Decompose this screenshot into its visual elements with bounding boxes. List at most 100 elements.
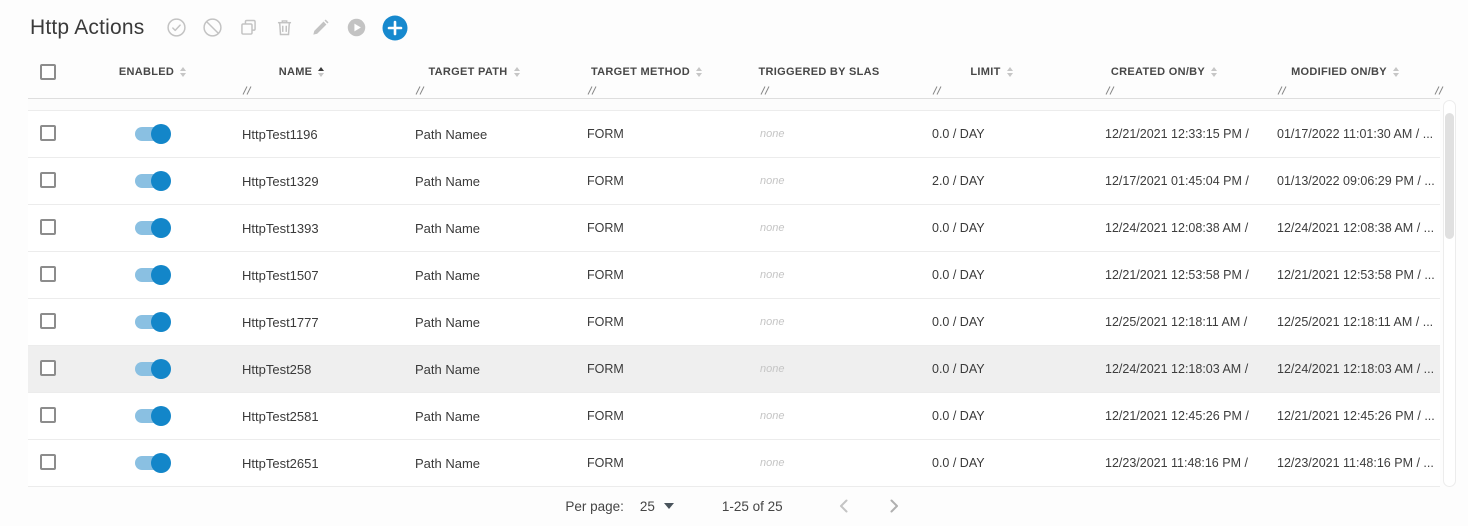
name-cell: HttpTest1329 (242, 173, 319, 189)
duplicate-icon[interactable] (238, 17, 259, 38)
enabled-toggle[interactable] (134, 453, 171, 473)
target-method-cell: FORM (587, 174, 624, 188)
target-path-cell: Path Name (415, 314, 481, 330)
sort-icon (180, 67, 187, 77)
column-header-enabled[interactable]: ENABLED (90, 46, 215, 98)
column-resize-handle[interactable] (1105, 86, 1115, 95)
add-button[interactable] (382, 15, 408, 41)
target-method-cell: FORM (587, 221, 624, 235)
target-path-cell: Path Name (415, 267, 481, 283)
modified-on-by-cell: 12/24/2021 12:18:03 AM / ... (1277, 362, 1435, 376)
limit-cell: 0.0 / DAY (932, 409, 985, 423)
column-header-limit[interactable]: LIMIT (905, 46, 1078, 98)
sort-icon (1392, 67, 1399, 77)
triggered-by-slas-cell: none (760, 222, 785, 234)
table-body: HttpTest1196 Path Namee FORM none 0.0 / … (28, 111, 1440, 487)
target-method-cell: FORM (587, 315, 624, 329)
created-on-by-cell: 12/21/2021 12:53:58 PM / ... (1105, 268, 1250, 282)
enabled-toggle[interactable] (134, 406, 171, 426)
next-page-button[interactable] (885, 497, 903, 515)
target-path-cell: Path Name (415, 361, 481, 377)
page-title: Http Actions (30, 15, 145, 39)
table-row[interactable]: HttpTest1196 Path Namee FORM none 0.0 / … (28, 111, 1440, 158)
row-checkbox[interactable] (40, 453, 56, 470)
column-resize-handle[interactable] (415, 86, 425, 95)
modified-on-by-cell: 01/17/2022 11:01:30 AM / ... (1277, 127, 1434, 141)
vertical-scrollbar-track[interactable] (1443, 100, 1456, 487)
row-checkbox[interactable] (40, 312, 56, 329)
enabled-toggle[interactable] (134, 124, 171, 144)
enabled-toggle[interactable] (134, 218, 171, 238)
sort-icon (513, 67, 520, 77)
table-row[interactable]: HttpTest1777 Path Name FORM none 0.0 / D… (28, 299, 1440, 346)
table-row[interactable]: HttpTest2581 Path Name FORM none 0.0 / D… (28, 393, 1440, 440)
table-row[interactable]: HttpTest1329 Path Name FORM none 2.0 / D… (28, 158, 1440, 205)
created-on-by-cell: 12/21/2021 12:45:26 PM / ... (1105, 409, 1250, 423)
column-header-triggered-by-slas[interactable]: TRIGGERED BY SLAS (733, 46, 905, 98)
row-checkbox[interactable] (40, 359, 56, 376)
enabled-toggle[interactable] (134, 171, 171, 191)
delete-icon[interactable] (274, 17, 295, 38)
modified-on-by-cell: 12/21/2021 12:45:26 PM / ... (1277, 409, 1435, 423)
row-checkbox[interactable] (40, 218, 56, 235)
target-path-cell: Path Namee (415, 126, 488, 142)
modified-on-by-cell: 12/23/2021 11:48:16 PM / ... (1277, 456, 1434, 470)
column-header-target-method[interactable]: TARGET METHOD (560, 46, 733, 98)
previous-page-button[interactable] (835, 497, 853, 515)
disable-icon[interactable] (202, 17, 223, 38)
limit-cell: 0.0 / DAY (932, 221, 985, 235)
per-page-label: Per page: (565, 498, 624, 514)
sort-icon (1006, 67, 1013, 77)
enable-icon[interactable] (166, 17, 187, 38)
row-checkbox[interactable] (40, 124, 56, 141)
column-resize-handle[interactable] (932, 86, 942, 95)
created-on-by-cell: 12/17/2021 01:45:04 PM / ... (1105, 174, 1250, 188)
toolbar (166, 15, 408, 41)
vertical-scrollbar-thumb[interactable] (1445, 113, 1454, 239)
http-actions-table: ENABLED NAME TARGET PATH TARGET METHOD T… (28, 46, 1444, 487)
pagination-range: 1-25 of 25 (721, 498, 783, 514)
per-page-value: 25 (639, 498, 655, 514)
row-checkbox[interactable] (40, 171, 56, 188)
modified-on-by-cell: 01/13/2022 09:06:29 PM / ... (1277, 174, 1435, 188)
table-row[interactable]: HttpTest1393 Path Name FORM none 0.0 / D… (28, 205, 1440, 252)
select-all-checkbox[interactable] (40, 64, 56, 80)
row-checkbox[interactable] (40, 406, 56, 423)
column-header-modified-on-by[interactable]: MODIFIED ON/BY (1250, 46, 1444, 98)
enabled-toggle[interactable] (134, 312, 171, 332)
pagination-bar: Per page: 25 1-25 of 25 (0, 487, 1468, 525)
per-page-dropdown[interactable]: 25 (640, 499, 674, 514)
created-on-by-cell: 12/24/2021 12:08:38 AM / ... (1105, 221, 1250, 235)
enabled-toggle[interactable] (134, 359, 171, 379)
target-path-cell: Path Name (415, 408, 481, 424)
target-method-cell: FORM (587, 362, 624, 376)
sort-icon (1211, 67, 1218, 77)
table-row[interactable]: HttpTest258 Path Name FORM none 0.0 / DA… (28, 346, 1440, 393)
title-bar: Http Actions (0, 0, 1468, 46)
run-icon[interactable] (346, 17, 367, 38)
name-cell: HttpTest1393 (242, 220, 319, 236)
column-resize-handle[interactable] (242, 86, 252, 95)
name-cell: HttpTest1777 (242, 314, 319, 330)
row-checkbox[interactable] (40, 265, 56, 282)
triggered-by-slas-cell: none (760, 457, 785, 469)
column-resize-handle[interactable] (587, 86, 597, 95)
limit-cell: 0.0 / DAY (932, 127, 985, 141)
column-resize-handle[interactable] (1434, 86, 1444, 95)
column-resize-handle[interactable] (1277, 86, 1287, 95)
edit-icon[interactable] (310, 17, 331, 38)
column-header-name[interactable]: NAME (215, 46, 388, 98)
table-row[interactable]: HttpTest2651 Path Name FORM none 0.0 / D… (28, 440, 1440, 487)
table-row[interactable]: HttpTest1507 Path Name FORM none 0.0 / D… (28, 252, 1440, 299)
triggered-by-slas-cell: none (760, 128, 785, 140)
triggered-by-slas-cell: none (760, 269, 785, 281)
column-resize-handle[interactable] (760, 86, 770, 95)
column-header-created-on-by[interactable]: CREATED ON/BY (1078, 46, 1250, 98)
name-cell: HttpTest258 (242, 361, 312, 377)
limit-cell: 0.0 / DAY (932, 315, 985, 329)
column-header-target-path[interactable]: TARGET PATH (388, 46, 560, 98)
name-cell: HttpTest2581 (242, 408, 319, 424)
triggered-by-slas-cell: none (760, 175, 785, 187)
enabled-toggle[interactable] (134, 265, 171, 285)
created-on-by-cell: 12/21/2021 12:33:15 PM / ... (1105, 127, 1250, 141)
